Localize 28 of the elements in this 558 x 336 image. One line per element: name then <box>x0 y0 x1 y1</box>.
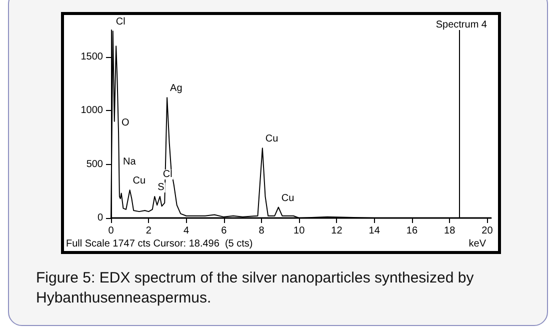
annotation: S <box>158 182 165 194</box>
y-tick-label: 500 <box>86 158 104 170</box>
x-tick-label: 12 <box>331 226 343 236</box>
x-tick-label: 10 <box>294 226 306 236</box>
annotation: Ag <box>170 83 182 94</box>
x-tick-label: 4 <box>183 226 190 236</box>
x-axis-title: keV <box>468 238 486 250</box>
annotation: Cl <box>162 169 172 180</box>
x-tick-label: 18 <box>444 226 456 236</box>
annotation: Cu <box>265 134 278 145</box>
annotation: Cl <box>116 16 126 28</box>
annotation: Cu <box>132 176 146 187</box>
y-tick-label: 1500 <box>80 51 104 62</box>
x-tick-label: 2 <box>146 226 152 236</box>
y-tick-label: 0 <box>97 212 104 224</box>
x-tick-label: 14 <box>368 226 380 236</box>
x-tick-label: 8 <box>258 226 265 236</box>
x-tick-label: 6 <box>221 226 228 236</box>
text: Spectrum 4 <box>436 20 488 30</box>
x-tick-label: 20 <box>482 226 494 236</box>
text: Full Scale 1747 cts Cursor: 18.496 (5 cts) <box>66 238 253 250</box>
annotation: O <box>122 118 130 129</box>
annotation: Cu <box>281 192 294 204</box>
x-tick-label: 0 <box>108 226 114 236</box>
x-tick-label: 16 <box>406 226 418 236</box>
y-tick-label: 1000 <box>80 105 104 116</box>
annotation: Na <box>123 156 136 168</box>
text: Figure 5: EDX spectrum of the silver nanoparticles synthesized by Hybanthusenneaspermus. <box>36 270 478 306</box>
